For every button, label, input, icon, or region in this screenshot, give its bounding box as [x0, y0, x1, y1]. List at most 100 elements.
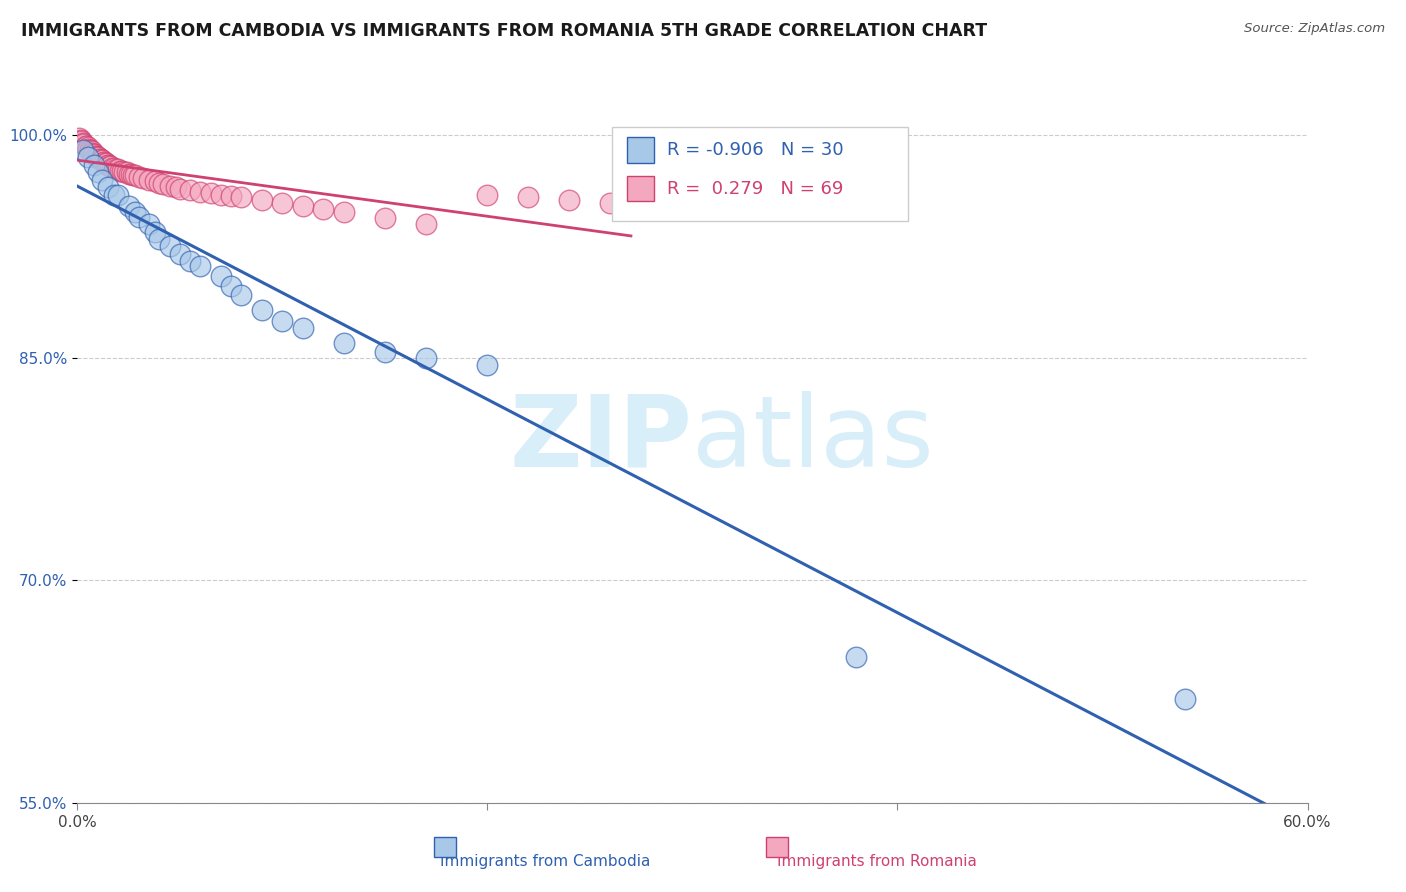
Point	[98, 159, 121, 173]
Point	[97, 158, 120, 172]
Point	[219, 189, 242, 203]
Point	[83, 147, 105, 161]
Text: R =  0.279   N = 69: R = 0.279 N = 69	[666, 179, 844, 197]
Point	[250, 303, 273, 318]
Point	[93, 154, 115, 169]
Point	[87, 165, 110, 179]
Point	[76, 150, 98, 164]
Point	[120, 167, 142, 181]
Text: atlas: atlas	[693, 391, 934, 488]
Point	[72, 136, 94, 150]
Point	[169, 181, 191, 195]
Point	[67, 131, 90, 145]
Point	[169, 247, 191, 261]
Point	[97, 180, 120, 194]
Point	[219, 279, 242, 293]
Point	[209, 269, 232, 284]
Point	[101, 161, 124, 175]
Point	[200, 186, 222, 200]
Point	[98, 159, 121, 173]
Point	[107, 162, 129, 177]
Point	[89, 152, 111, 166]
Point	[90, 172, 114, 186]
Point	[103, 187, 125, 202]
Point	[188, 185, 212, 199]
Point	[333, 205, 356, 219]
Point	[128, 210, 150, 224]
Text: IMMIGRANTS FROM CAMBODIA VS IMMIGRANTS FROM ROMANIA 5TH GRADE CORRELATION CHART: IMMIGRANTS FROM CAMBODIA VS IMMIGRANTS F…	[21, 22, 987, 40]
Point	[72, 143, 94, 157]
Point	[97, 158, 120, 172]
Point	[179, 183, 201, 197]
Point	[1174, 692, 1197, 706]
Point	[90, 153, 114, 168]
Point	[124, 168, 146, 182]
Point	[72, 137, 94, 152]
Point	[143, 174, 166, 188]
Text: Source: ZipAtlas.com: Source: ZipAtlas.com	[1244, 22, 1385, 36]
Point	[148, 232, 170, 246]
Point	[517, 190, 540, 204]
Point	[148, 176, 170, 190]
Point	[477, 358, 499, 372]
Point	[124, 205, 146, 219]
Point	[374, 211, 396, 226]
Point	[271, 196, 294, 211]
Point	[250, 194, 273, 208]
Point	[271, 313, 294, 327]
Point	[179, 254, 201, 268]
Point	[138, 217, 160, 231]
Point	[87, 150, 110, 164]
Point	[209, 187, 232, 202]
FancyBboxPatch shape	[613, 127, 908, 221]
Point	[143, 225, 166, 239]
Point	[90, 153, 114, 168]
Point	[415, 351, 437, 365]
Point	[75, 138, 97, 153]
Point	[115, 165, 138, 179]
Point	[94, 156, 117, 170]
Point	[110, 163, 132, 178]
Point	[121, 168, 143, 182]
Point	[132, 171, 155, 186]
Point	[291, 321, 314, 335]
Point	[188, 259, 212, 273]
Point	[477, 187, 499, 202]
Point	[80, 145, 103, 160]
Point	[76, 142, 98, 156]
Point	[87, 150, 110, 164]
Point	[89, 152, 111, 166]
Point	[312, 202, 335, 217]
Text: Immigrants from Romania: Immigrants from Romania	[778, 854, 977, 869]
Point	[84, 149, 107, 163]
Point	[117, 167, 139, 181]
Text: ZIP: ZIP	[509, 391, 693, 488]
Point	[231, 288, 253, 302]
Point	[159, 239, 181, 253]
Point	[70, 134, 93, 148]
Point	[374, 344, 396, 359]
Text: R = -0.906   N = 30: R = -0.906 N = 30	[666, 141, 844, 159]
FancyBboxPatch shape	[434, 837, 457, 857]
Point	[152, 177, 174, 191]
Point	[138, 172, 160, 186]
Point	[558, 194, 581, 208]
Point	[79, 143, 101, 157]
Point	[114, 165, 136, 179]
Point	[80, 145, 103, 159]
Point	[159, 178, 181, 193]
Point	[93, 154, 115, 169]
Text: Immigrants from Cambodia: Immigrants from Cambodia	[440, 854, 650, 869]
Point	[76, 140, 98, 154]
Point	[107, 187, 129, 202]
Point	[70, 133, 93, 147]
FancyBboxPatch shape	[627, 137, 654, 162]
Point	[415, 217, 437, 231]
Point	[103, 161, 125, 175]
Point	[291, 199, 314, 213]
Point	[845, 650, 868, 665]
Point	[83, 147, 105, 161]
Point	[165, 180, 187, 194]
Point	[75, 138, 97, 153]
Point	[105, 162, 128, 177]
